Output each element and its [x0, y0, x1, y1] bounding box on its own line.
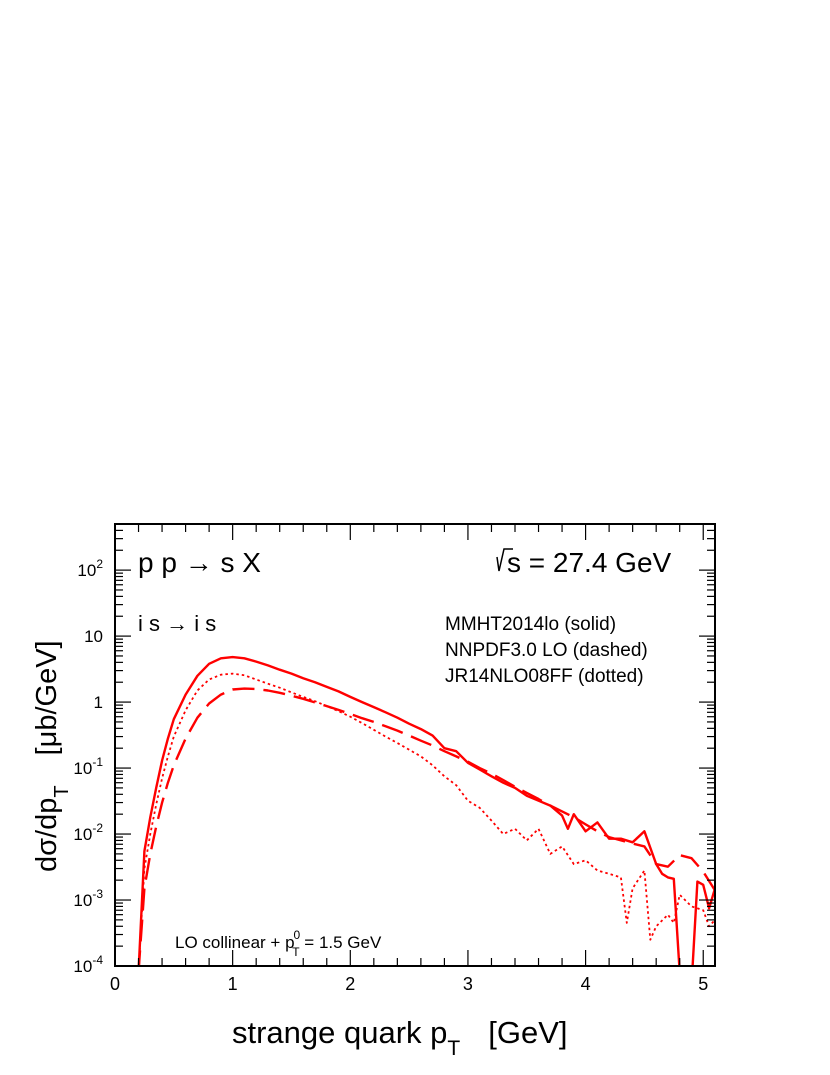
y-tick-label: 102: [77, 557, 103, 580]
note-sub: T: [292, 945, 300, 959]
series-solid: [137, 655, 715, 966]
y-tick-label: 10-4: [73, 953, 103, 976]
x-tick-label: 3: [463, 974, 473, 994]
x-tick-label: 4: [581, 974, 591, 994]
chart-title: p p → s X: [138, 547, 261, 578]
note-sup: 0: [294, 928, 301, 942]
tick-label-layer: 0 1 2 3 4 5 10-4 10-3 10-2 10-1 1 10 102: [73, 557, 708, 994]
legend-entry-solid: MMHT2014lo (solid): [445, 614, 616, 635]
x-tick-label: 1: [228, 974, 238, 994]
energy-label: s = 27.4 GeV: [496, 547, 672, 578]
y-tick-label: 10-3: [73, 887, 103, 910]
y-tick-label: 10: [84, 627, 103, 646]
series-dotted: [137, 672, 715, 966]
x-axis-label-main: strange quark p: [232, 1015, 447, 1050]
x-axis-label-sub: T: [447, 1037, 460, 1060]
legend-entry-dashed: NNPDF3.0 LO (dashed): [445, 640, 648, 661]
sqrt-icon: [496, 548, 513, 572]
y-tick-label: 10-2: [73, 821, 103, 844]
note-prefix: LO collinear + p: [175, 933, 295, 952]
subprocess-label: i s → i s: [138, 611, 216, 636]
x-tick-label: 2: [345, 974, 355, 994]
x-axis-label: strange quark pT [GeV]: [232, 1015, 568, 1060]
y-axis-label-unit: [μb/GeV]: [31, 640, 63, 755]
note-suffix: = 1.5 GeV: [300, 933, 382, 952]
x-tick-label: 0: [110, 974, 120, 994]
series-dashed: [137, 687, 715, 966]
y-axis-label: dσ/dpT [μb/GeV]: [31, 640, 73, 872]
y-tick-label: 10-1: [73, 755, 103, 778]
series-layer: [137, 655, 715, 966]
annotation-note: LO collinear + p0 T = 1.5 GeV: [175, 928, 382, 959]
x-tick-label: 5: [698, 974, 708, 994]
x-axis-label-unit: [GeV]: [488, 1015, 567, 1050]
plot-frame: [114, 523, 716, 967]
energy-text: s = 27.4 GeV: [507, 547, 672, 578]
axis-layer: [114, 523, 715, 967]
y-axis-label-main: dσ/dp: [31, 798, 63, 872]
y-tick-label: 1: [94, 693, 103, 712]
y-axis-label-sub: T: [51, 785, 73, 797]
legend-entry-dotted: JR14NLO08FF (dotted): [445, 666, 644, 687]
